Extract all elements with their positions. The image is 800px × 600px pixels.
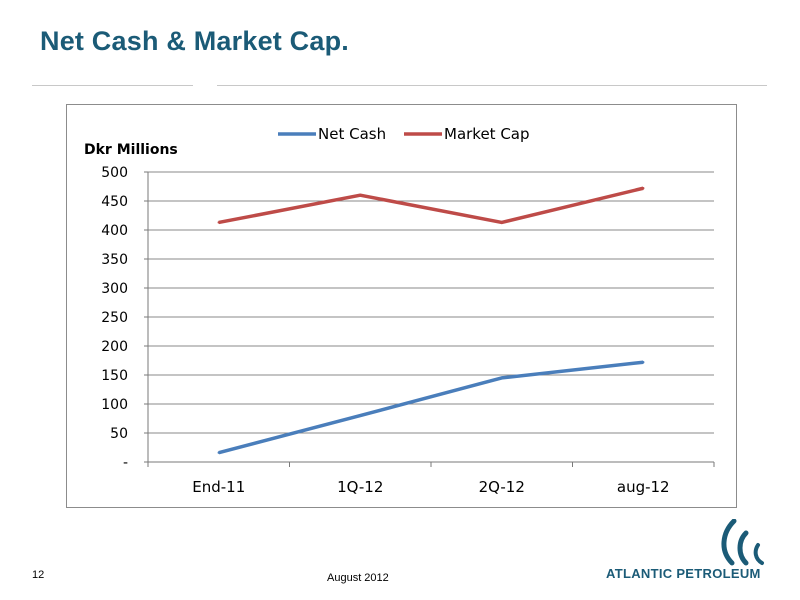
- legend-label: Net Cash: [318, 125, 386, 143]
- data-point: [359, 414, 362, 417]
- x-tick-label: aug-12: [617, 478, 670, 496]
- title-divider-right: [217, 85, 767, 86]
- data-point: [217, 451, 220, 454]
- y-tick-label: 100: [101, 397, 128, 413]
- data-point: [500, 221, 503, 224]
- data-point: [642, 187, 645, 190]
- y-tick-label: 150: [101, 368, 128, 384]
- series-line-net-cash: [218, 360, 644, 455]
- atlantic-petroleum-logo-icon: [721, 519, 764, 566]
- y-tick-label: 50: [110, 426, 128, 442]
- x-tick-label: 2Q-12: [479, 478, 525, 496]
- footer-date: August 2012: [327, 572, 389, 584]
- y-tick-label: 200: [101, 339, 128, 355]
- data-point: [217, 221, 220, 224]
- company-name: ATLANTIC PETROLEUM: [606, 566, 761, 581]
- data-point: [500, 376, 503, 380]
- page-number: 12: [32, 569, 45, 581]
- chart-frame: - 50 100 150 200 250 300 350 400 450 500 End-11 1Q-1…: [66, 104, 737, 508]
- y-tick-label: 350: [101, 252, 128, 268]
- y-tick-label: 400: [101, 223, 128, 239]
- x-tick-label: 1Q-12: [337, 478, 383, 496]
- data-point: [642, 361, 645, 364]
- slide-title: Net Cash & Market Cap.: [40, 26, 349, 56]
- y-tick-label: 450: [101, 194, 128, 210]
- line-chart: - 50 100 150 200 250 300 350 400 450 500 End-11 1Q-1…: [84, 125, 715, 496]
- data-point: [359, 194, 362, 197]
- y-tick-label: 300: [101, 281, 128, 297]
- title-divider-left: [32, 85, 193, 86]
- y-tick-label: -: [123, 455, 128, 471]
- series-line-market-cap: [218, 186, 644, 225]
- y-tick-label: 250: [101, 310, 128, 326]
- y-axis-label: Dkr Millions: [84, 142, 178, 158]
- x-tick-label: End-11: [192, 478, 245, 496]
- legend-label: Market Cap: [444, 125, 530, 143]
- y-tick-label: 500: [101, 165, 128, 181]
